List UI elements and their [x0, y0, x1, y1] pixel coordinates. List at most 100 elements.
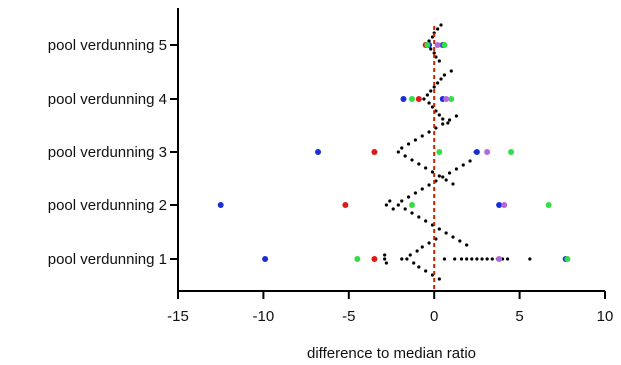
- data-point: [436, 27, 440, 31]
- x-axis-title: difference to median ratio: [307, 345, 476, 362]
- data-point: [391, 207, 395, 211]
- data-point: [446, 121, 450, 125]
- data-point: [432, 51, 436, 55]
- data-point: [396, 150, 400, 154]
- data-point: [415, 96, 422, 102]
- data-point: [473, 149, 480, 155]
- data-point: [485, 257, 489, 261]
- data-point: [443, 96, 450, 102]
- x-tick-label: -10: [253, 308, 275, 325]
- data-point: [400, 146, 404, 150]
- data-point: [354, 256, 361, 262]
- data-point: [420, 245, 424, 249]
- data-point: [436, 149, 443, 155]
- data-point: [262, 256, 269, 262]
- data-point: [413, 191, 418, 195]
- x-tick-label: 10: [597, 308, 614, 325]
- data-point: [442, 73, 447, 77]
- data-point: [413, 138, 418, 142]
- data-point: [406, 142, 411, 146]
- data-point: [315, 149, 322, 155]
- data-point: [427, 241, 431, 245]
- data-point: [403, 207, 407, 211]
- data-point: [427, 39, 431, 43]
- data-point: [496, 202, 503, 208]
- data-point: [506, 257, 510, 261]
- data-point: [496, 256, 503, 262]
- data-point: [528, 257, 532, 261]
- y-axis-ticks: pool verdunning 1 pool verdunning 2 pool v…: [48, 37, 178, 268]
- data-point: [454, 167, 459, 171]
- data-point: [564, 256, 571, 262]
- data-point: [436, 81, 440, 85]
- data-point: [470, 257, 474, 261]
- category-label: pool verdunning 4: [48, 91, 167, 108]
- data-point: [429, 47, 433, 51]
- data-point: [424, 219, 428, 223]
- data-point: [430, 170, 435, 174]
- data-point: [408, 96, 415, 102]
- data-point: [441, 117, 445, 121]
- data-point: [451, 235, 455, 239]
- data-point: [425, 93, 429, 97]
- data-point: [465, 257, 469, 261]
- data-point: [545, 202, 552, 208]
- data-point: [412, 261, 416, 265]
- data-point: [417, 215, 421, 219]
- data-point: [454, 114, 459, 118]
- data-point: [420, 187, 424, 191]
- data-point: [384, 261, 388, 265]
- data-point: [508, 149, 515, 155]
- data-point: [468, 159, 472, 163]
- data-point: [451, 182, 455, 186]
- data-point: [420, 134, 424, 138]
- category-label: pool verdunning 2: [48, 197, 167, 214]
- data-point: [384, 203, 388, 207]
- data-point: [484, 149, 491, 155]
- data-point: [424, 269, 428, 273]
- category-label: pool verdunning 5: [48, 37, 167, 54]
- category-label: pool verdunning 1: [48, 251, 167, 268]
- x-axis-ticks: -15 -10 -5 0 5 10: [167, 291, 613, 325]
- data-point: [371, 256, 378, 262]
- data-point: [427, 183, 431, 187]
- data-point: [437, 174, 441, 178]
- data-point: [424, 42, 431, 48]
- data-point: [388, 199, 392, 203]
- data-point: [437, 113, 441, 117]
- data-point: [432, 85, 436, 89]
- data-point: [403, 154, 407, 158]
- data-point: [429, 89, 433, 93]
- data-point: [383, 253, 387, 257]
- data-point: [459, 257, 464, 261]
- data-point: [475, 257, 479, 261]
- data-point: [437, 277, 441, 281]
- data-point: [417, 265, 421, 269]
- data-point: [408, 202, 415, 208]
- data-point: [415, 249, 419, 253]
- data-point: [480, 257, 484, 261]
- data-point: [447, 118, 452, 122]
- data-point: [441, 175, 445, 179]
- data-point: [424, 166, 428, 170]
- data-point: [427, 101, 431, 105]
- data-point: [458, 239, 462, 243]
- data-point: [417, 162, 421, 166]
- category-label: pool verdunning 3: [48, 144, 167, 161]
- data-point: [405, 257, 409, 261]
- data-point: [400, 257, 404, 261]
- data-point: [437, 59, 441, 63]
- data-point: [444, 178, 448, 182]
- data-point: [408, 253, 412, 257]
- data-point: [439, 23, 443, 27]
- data-point: [449, 69, 453, 73]
- data-point: [217, 202, 224, 208]
- data-point: [447, 171, 452, 175]
- data-point: [448, 96, 455, 102]
- data-point: [427, 130, 431, 134]
- data-point: [501, 202, 508, 208]
- x-tick-label: -5: [342, 308, 355, 325]
- data-point: [465, 243, 469, 247]
- data-point: [396, 203, 400, 207]
